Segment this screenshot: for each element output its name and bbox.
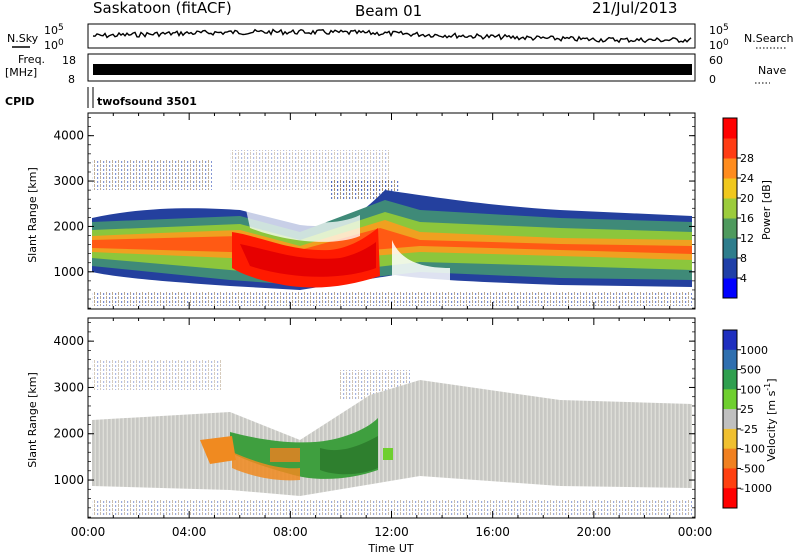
velocity-cb-segment [723, 349, 737, 371]
y-tick-label: 3000 [53, 380, 84, 394]
y-tick-label: 3000 [53, 174, 84, 188]
power-cb-segment [723, 198, 737, 219]
noise-trace-line [92, 28, 692, 44]
power-cb-tick-label: 16 [740, 212, 754, 225]
velocity-cb-label: Velocity [m s-1] [763, 378, 778, 461]
power-cb-tick-label: 28 [740, 152, 754, 165]
power-image [92, 150, 692, 306]
velocity-cb-tick-label: 500 [740, 364, 761, 377]
velocity-panel: 1000 2000 3000 4000 00:00 04:00 08:00 12:00 16:… [26, 317, 713, 539]
y-tick-label: 4000 [53, 129, 84, 143]
freq-tick-bottom: 8 [68, 73, 75, 86]
power-cb-segment [723, 258, 737, 279]
velocity-cb-tick-label: 1000 [740, 344, 768, 357]
y-tick-label: 1000 [53, 473, 84, 487]
x-tick-label: 04:00 [172, 525, 207, 539]
nsky-label: N.Sky [7, 32, 39, 45]
power-cb-segment [723, 278, 737, 299]
cpid-value: twofsound 3501 [97, 95, 197, 108]
x-tick-label: 08:00 [273, 525, 308, 539]
power-cb-tick-label: 8 [740, 252, 747, 265]
x-tick-label: 12:00 [374, 525, 409, 539]
velocity-cb-segment [723, 468, 737, 489]
power-cb-tick-label: 20 [740, 192, 754, 205]
power-cb-segment [723, 158, 737, 179]
power-panel: 1000 2000 3000 4000 Slant Range [km] [26, 112, 696, 310]
noise-right-tick-top: 105 [709, 23, 729, 37]
velocity-cb-segment [723, 330, 737, 351]
y-tick-label: 1000 [53, 265, 84, 279]
velocity-cb-tick-label: -1000 [740, 482, 772, 495]
velocity-cb-tick-label: 25 [740, 403, 754, 416]
velocity-cb-segment [723, 369, 737, 390]
noise-strip: N.Sky 105 100 105 100 N.Search [7, 23, 794, 52]
velocity-cb-tick-label: -500 [740, 462, 765, 475]
power-cb-segment [723, 178, 737, 199]
x-axis-label: Time UT [367, 542, 413, 554]
power-ylabel: Slant Range [km] [26, 167, 39, 263]
cpid-label: CPID [5, 95, 34, 108]
power-cb-segment [723, 218, 737, 239]
freq-tick-top: 18 [62, 54, 76, 67]
velocity-cb-segment [723, 488, 737, 509]
freq-label: Freq. [18, 53, 45, 66]
y-tick-label: 2000 [53, 219, 84, 233]
nave-tick-top: 60 [709, 54, 723, 67]
freq-strip: Freq. [MHz] 18 8 60 0 Nave [5, 53, 786, 86]
power-cb-tick-label: 24 [740, 172, 754, 185]
velocity-cb-tick-label: -25 [740, 423, 758, 436]
power-cb-tick-label: 12 [740, 232, 754, 245]
nsearch-label: N.Search [744, 32, 794, 45]
velocity-cb-segment [723, 448, 737, 469]
noise-tick-top: 105 [44, 23, 64, 37]
velocity-ylabel: Slant Range [km] [26, 372, 39, 468]
x-tick-label: 16:00 [475, 525, 510, 539]
nave-tick-bottom: 0 [709, 73, 716, 86]
x-tick-label: 00:00 [678, 525, 713, 539]
nave-label: Nave [758, 64, 786, 77]
power-cb-segment [723, 238, 737, 259]
velocity-colorbar: 1000 500 100 25 -25 -100 -500 -1000 Velocity [m… [722, 329, 778, 509]
velocity-cb-tick-label: 100 [740, 383, 761, 396]
power-colorbar: 4 8 12 16 20 24 28 Power [dB] [722, 117, 773, 299]
y-tick-label: 2000 [53, 427, 84, 441]
x-tick-label: 00:00 [71, 525, 106, 539]
power-cb-segment [723, 138, 737, 159]
velocity-cb-segment [723, 389, 737, 410]
velocity-image [92, 360, 692, 516]
noise-tick-bottom: 100 [44, 38, 64, 52]
power-cb-label: Power [dB] [760, 180, 773, 240]
x-tick-label: 20:00 [577, 525, 612, 539]
y-tick-label: 4000 [53, 334, 84, 348]
velocity-cb-tick-label: -100 [740, 443, 765, 456]
cpid-strip: CPID twofsound 3501 [5, 87, 197, 108]
freq-unit-label: [MHz] [5, 66, 37, 79]
date-title: 21/Jul/2013 [592, 0, 677, 17]
station-title: Saskatoon (fitACF) [93, 0, 232, 17]
power-cb-segment [723, 118, 737, 139]
noise-right-tick-bottom: 100 [709, 38, 729, 52]
power-cb-tick-label: 4 [740, 272, 747, 285]
velocity-cb-segment [723, 409, 737, 430]
velocity-cb-segment [723, 428, 737, 450]
beam-title: Beam 01 [355, 2, 422, 20]
